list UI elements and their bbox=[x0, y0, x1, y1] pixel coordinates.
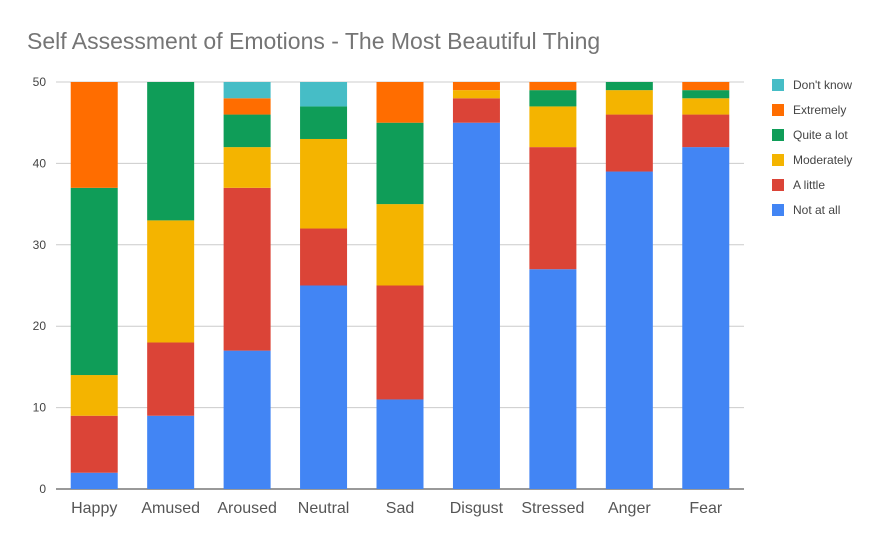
bar-segment bbox=[376, 122, 424, 205]
bar-segment bbox=[529, 147, 577, 270]
x-tick-label: Sad bbox=[386, 500, 414, 517]
bar-segment bbox=[223, 98, 271, 115]
bar-segment bbox=[147, 415, 195, 489]
bar-segment bbox=[605, 90, 653, 115]
bar-segment bbox=[529, 106, 577, 148]
x-tick-label: Stressed bbox=[521, 500, 584, 517]
bar-segment bbox=[529, 90, 577, 107]
bar-segment bbox=[70, 187, 118, 376]
y-tick-label: 10 bbox=[33, 401, 47, 415]
legend-item: Quite a lot bbox=[772, 122, 852, 147]
bar-segment bbox=[376, 285, 424, 400]
x-tick-label: Disgust bbox=[450, 500, 504, 517]
legend-item: Extremely bbox=[772, 97, 852, 122]
x-tick-label: Amused bbox=[141, 500, 200, 517]
x-tick-label: Happy bbox=[71, 500, 117, 517]
bar-segment bbox=[682, 114, 730, 148]
bar-segment bbox=[529, 82, 577, 91]
bar-segment bbox=[70, 472, 118, 489]
legend-label: A little bbox=[793, 177, 826, 192]
bar-segment bbox=[300, 138, 348, 229]
x-tick-label: Anger bbox=[608, 500, 651, 517]
bar-segment bbox=[605, 171, 653, 490]
bar-segment bbox=[376, 399, 424, 489]
y-tick-label: 30 bbox=[33, 238, 47, 252]
bar-segment bbox=[70, 375, 118, 416]
bar-segment bbox=[605, 114, 653, 172]
y-tick-label: 40 bbox=[33, 156, 47, 170]
bar-segment bbox=[682, 98, 730, 115]
bar-segment bbox=[452, 90, 500, 99]
bar-segment bbox=[300, 106, 348, 139]
bar-segment bbox=[452, 98, 500, 123]
bar-segment bbox=[70, 82, 118, 188]
bar-segment bbox=[682, 82, 730, 91]
bar-segment bbox=[682, 90, 730, 99]
legend-item: Moderately bbox=[772, 147, 852, 172]
legend-swatch bbox=[772, 128, 784, 141]
legend-label: Moderately bbox=[793, 152, 853, 167]
bar-segment bbox=[223, 147, 271, 188]
bar-segment bbox=[223, 114, 271, 148]
bar-segment bbox=[147, 220, 195, 343]
bar-segment bbox=[682, 147, 730, 489]
bar-segment bbox=[452, 122, 500, 489]
bar-segment bbox=[376, 82, 424, 123]
legend-swatch bbox=[772, 78, 784, 91]
legend-label: Not at all bbox=[793, 202, 841, 217]
legend-item: A little bbox=[772, 172, 852, 197]
legend-swatch bbox=[772, 203, 784, 216]
chart-legend: Don't know Extremely Quite a lot Moderately… bbox=[772, 72, 852, 222]
bar-segment bbox=[147, 342, 195, 416]
legend-label: Extremely bbox=[793, 102, 847, 117]
bar-segment bbox=[223, 350, 271, 489]
bar-segment bbox=[376, 204, 424, 286]
y-tick-label: 20 bbox=[33, 319, 47, 333]
legend-label: Don't know bbox=[793, 77, 852, 92]
y-tick-label: 0 bbox=[39, 482, 46, 496]
legend-label: Quite a lot bbox=[793, 127, 848, 142]
bar-segment bbox=[147, 82, 195, 221]
bar-segment bbox=[605, 82, 653, 91]
chart-title: Self Assessment of Emotions - The Most B… bbox=[27, 28, 601, 54]
bar-segment bbox=[223, 82, 271, 99]
y-tick-label: 50 bbox=[33, 75, 47, 89]
legend-item: Not at all bbox=[772, 197, 852, 222]
bar-segment bbox=[529, 269, 577, 489]
legend-swatch bbox=[772, 153, 784, 166]
bar-segment bbox=[300, 228, 348, 286]
legend-item: Don't know bbox=[772, 72, 852, 97]
bar-segment bbox=[300, 285, 348, 489]
x-tick-label: Neutral bbox=[298, 500, 350, 517]
x-tick-label: Aroused bbox=[217, 500, 277, 517]
bar-segment bbox=[300, 82, 348, 107]
legend-swatch bbox=[772, 178, 784, 191]
legend-swatch bbox=[772, 103, 784, 116]
bar-segment bbox=[70, 415, 118, 473]
x-tick-label: Fear bbox=[689, 500, 723, 517]
bar-segment bbox=[452, 82, 500, 91]
bar-segment bbox=[223, 187, 271, 351]
